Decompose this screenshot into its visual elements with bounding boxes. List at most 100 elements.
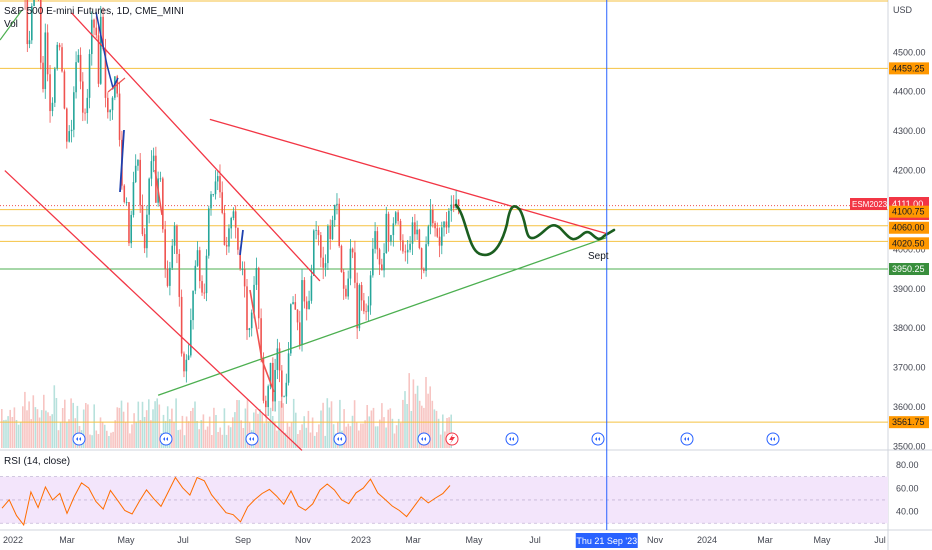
price-tick-label: 3600.00 xyxy=(893,402,926,412)
drawing-stroke[interactable] xyxy=(107,77,126,93)
candle-body xyxy=(440,227,443,246)
volume-bar xyxy=(202,414,205,448)
volume-bar xyxy=(276,430,278,448)
volume-bar xyxy=(133,413,135,448)
level-badge-4020[interactable]: 4020.50 xyxy=(892,238,925,248)
volume-bar xyxy=(366,405,368,448)
price-tick-label: 4500.00 xyxy=(893,47,926,57)
volume-bar xyxy=(7,416,9,448)
candle-body xyxy=(387,213,390,242)
candle-body xyxy=(132,182,135,215)
level-badge-4020-bg[interactable] xyxy=(889,237,929,250)
event-icon[interactable] xyxy=(245,432,259,446)
crosshair-date-label[interactable]: Thu 21 Sep '23 xyxy=(576,536,637,546)
volume-bar xyxy=(190,411,192,448)
drawing-stroke[interactable] xyxy=(154,169,163,216)
volume-bar xyxy=(324,435,326,448)
level-badge-4459-bg[interactable] xyxy=(889,62,929,75)
event-icon[interactable] xyxy=(591,432,605,446)
event-icon[interactable] xyxy=(159,432,173,446)
volume-bar xyxy=(400,422,402,448)
trendline[interactable] xyxy=(0,9,23,41)
volume-bar xyxy=(217,432,219,448)
level-badge-3950-bg[interactable] xyxy=(889,263,929,276)
candle-body xyxy=(139,159,141,206)
candle-body xyxy=(187,355,190,360)
candle-body xyxy=(385,213,388,254)
volume-bar xyxy=(49,415,51,448)
volume-bar xyxy=(45,410,47,448)
volume-bar xyxy=(148,399,150,448)
candle-body xyxy=(243,269,246,287)
level-badge-4060[interactable]: 4060.00 xyxy=(892,223,925,233)
symbol-tag-bg[interactable] xyxy=(850,198,887,210)
event-icon[interactable] xyxy=(766,432,780,446)
volume-bar xyxy=(219,427,221,448)
candle-body xyxy=(363,300,365,312)
level-badge-4060-bg[interactable] xyxy=(889,221,929,234)
volume-label[interactable]: Vol xyxy=(4,19,18,30)
candle-body xyxy=(253,284,255,313)
symbol-tag[interactable]: ESM2023 xyxy=(852,200,888,209)
candle-body xyxy=(54,68,56,103)
level-badge-3561[interactable]: 3561.75 xyxy=(892,417,925,427)
time-tick-label: Jul xyxy=(177,535,189,545)
level-badge-4459[interactable]: 4459.25 xyxy=(892,63,925,73)
candle-body xyxy=(409,243,411,250)
volume-bar xyxy=(223,408,226,448)
candle-body xyxy=(205,255,208,294)
event-icon[interactable] xyxy=(505,432,519,446)
last-price-value[interactable]: 4111.00 xyxy=(892,199,923,209)
event-icon[interactable] xyxy=(72,432,86,446)
candle-body xyxy=(82,81,84,113)
candle-body xyxy=(294,302,297,310)
volume-bar xyxy=(364,420,366,448)
forecast-curve[interactable] xyxy=(454,203,616,257)
volume-bar xyxy=(64,399,66,448)
event-icon[interactable] xyxy=(680,432,694,446)
symbol-title[interactable]: S&P 500 E-mini Futures, 1D, CME_MINI xyxy=(4,6,184,17)
candle-body xyxy=(356,282,358,329)
volume-bar xyxy=(379,419,381,448)
level-badge-4100[interactable]: 4100.75 xyxy=(892,207,925,217)
drawing-stroke[interactable] xyxy=(95,11,119,91)
candle-body xyxy=(283,396,285,398)
sept-label: Sept xyxy=(588,251,609,262)
volume-bar xyxy=(208,416,211,448)
drawing-stroke[interactable] xyxy=(119,129,125,193)
trendline[interactable] xyxy=(209,118,607,235)
candle-body xyxy=(298,322,301,346)
chart-legend: S&P 500 E-mini Futures, 1D, CME_MINI Vol xyxy=(4,5,184,31)
volume-bar xyxy=(355,422,358,448)
volume-bar xyxy=(131,424,133,448)
rsi-title[interactable]: RSI (14, close) xyxy=(4,456,71,467)
candle-body xyxy=(425,244,427,271)
earnings-icon[interactable] xyxy=(445,432,459,446)
drawing-stroke[interactable] xyxy=(249,289,275,393)
volume-bar xyxy=(215,415,217,448)
candle-body xyxy=(347,278,349,297)
candle-body xyxy=(169,267,171,286)
volume-bar xyxy=(28,401,30,448)
event-icon[interactable] xyxy=(333,432,347,446)
event-markers[interactable] xyxy=(72,432,780,446)
event-icon[interactable] xyxy=(417,432,431,446)
candle-body xyxy=(219,176,221,193)
level-badge-3561-bg[interactable] xyxy=(889,416,929,429)
candle-body xyxy=(427,226,430,245)
volume-bar xyxy=(284,432,287,448)
trendline[interactable] xyxy=(157,236,607,396)
volume-bar xyxy=(93,404,95,448)
drawing-stroke[interactable] xyxy=(239,229,244,256)
candle-body xyxy=(423,268,425,271)
level-badge-4100-bg[interactable] xyxy=(889,205,929,218)
level-badge-3950[interactable]: 3950.25 xyxy=(892,264,925,274)
trendline[interactable] xyxy=(71,12,321,282)
trendline[interactable] xyxy=(4,170,303,451)
candle-body xyxy=(392,223,395,236)
candle-body xyxy=(414,222,416,235)
volume-bar xyxy=(204,429,207,448)
crosshair-date-bg[interactable] xyxy=(575,533,638,548)
candle-body xyxy=(406,249,409,253)
